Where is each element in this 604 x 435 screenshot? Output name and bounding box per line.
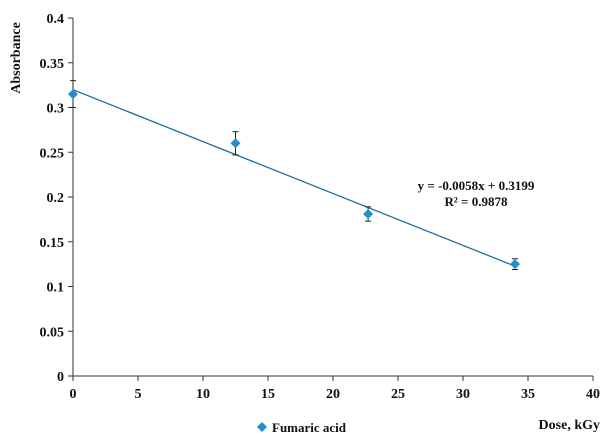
- x-tick-label: 10: [196, 387, 210, 402]
- data-point: [363, 209, 374, 220]
- y-tick-label: 0.05: [40, 325, 65, 340]
- x-tick-label: 15: [261, 387, 275, 402]
- data-point: [68, 89, 78, 100]
- y-tick-label: 0.15: [40, 236, 65, 251]
- x-tick-label: 0: [70, 387, 77, 402]
- data-points: [68, 89, 520, 270]
- trendline-r-squared: R² = 0.9878: [445, 194, 508, 209]
- x-ticks: 0 5 10 15 20 25 30 35 40: [70, 376, 600, 402]
- trendline-equation: y = -0.0058x + 0.3199: [418, 178, 535, 193]
- trendline: [72, 89, 516, 267]
- y-tick-label: 0.25: [40, 146, 65, 161]
- x-tick-label: 5: [135, 387, 142, 402]
- data-point: [230, 138, 241, 149]
- legend-label-fumaric-acid: Fumaric acid: [272, 420, 347, 435]
- y-tick-label: 0.35: [40, 57, 65, 72]
- x-tick-label: 25: [391, 387, 405, 402]
- y-tick-label: 0.4: [47, 12, 65, 27]
- y-axis: 0 0.05 0.1 0.15 0.2 0.25 0.3 0.35 0.4: [40, 12, 74, 385]
- y-tick-label: 0: [57, 370, 64, 385]
- y-ticks: 0 0.05 0.1 0.15 0.2 0.25 0.3 0.35 0.4: [40, 12, 73, 385]
- x-axis-title: Dose, kGy: [539, 418, 600, 433]
- y-tick-label: 0.2: [47, 191, 65, 206]
- y-axis-title: Absorbance: [9, 22, 24, 94]
- y-tick-label: 0.3: [47, 102, 65, 117]
- data-point: [510, 259, 520, 270]
- x-axis: 0 5 10 15 20 25 30 35 40: [70, 375, 600, 402]
- x-tick-label: 30: [456, 387, 470, 402]
- legend: Fumaric acid: [257, 420, 347, 435]
- legend-marker-fumaric-acid: [257, 422, 267, 432]
- x-tick-label: 20: [326, 387, 340, 402]
- y-tick-label: 0.1: [47, 281, 65, 296]
- x-tick-label: 40: [586, 387, 600, 402]
- x-tick-label: 35: [521, 387, 535, 402]
